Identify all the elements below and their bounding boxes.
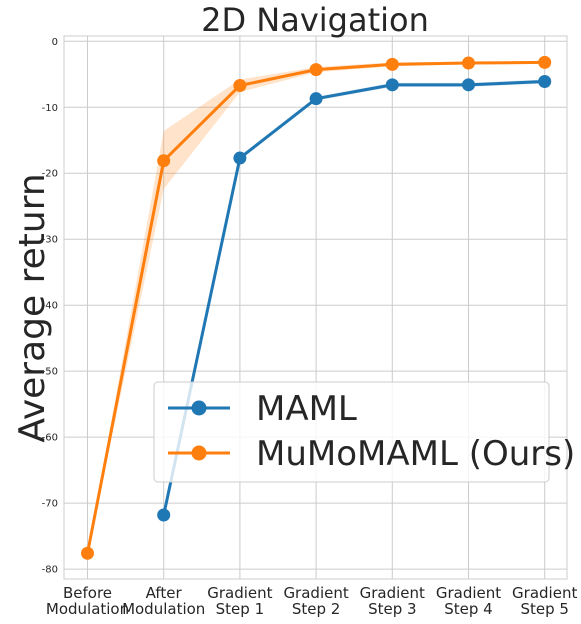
data-point: [233, 151, 247, 165]
y-tick-label: -70: [42, 499, 58, 510]
x-tick-label: Step 4: [444, 600, 492, 618]
plot-area: [63, 35, 568, 580]
y-tick-label: -80: [42, 565, 58, 576]
x-tick-label: After: [146, 584, 183, 602]
y-axis-label: Average return: [12, 173, 53, 442]
x-tick-label: Gradient: [512, 584, 577, 602]
y-tick-label: -10: [42, 103, 58, 114]
y-tick-labels: 0 -10 -20 -30 -40 -50 -60 -70 -80: [42, 37, 58, 576]
x-tick-label: Step 2: [292, 600, 340, 618]
y-tick-label: -60: [42, 433, 58, 444]
x-tick-label: Gradient: [283, 584, 348, 602]
y-tick-label: 0: [52, 37, 58, 48]
legend-marker: [191, 400, 207, 416]
x-gridlines: [87, 36, 546, 579]
x-tick-label: Gradient: [360, 584, 425, 602]
legend-marker: [191, 445, 207, 461]
x-tick-label: Gradient: [436, 584, 501, 602]
data-point: [309, 92, 323, 106]
x-tick-labels: BeforeModulationAfterModulationGradientS…: [46, 584, 578, 618]
y-tick-label: -30: [42, 235, 58, 246]
data-point: [385, 57, 399, 71]
legend-label: MAML: [256, 389, 357, 429]
y-tick-label: -20: [42, 169, 58, 180]
y-tick-label: -50: [42, 367, 58, 378]
x-tick-label: Step 5: [520, 600, 568, 618]
x-tick-label: Modulation: [122, 600, 205, 618]
data-point: [385, 78, 399, 92]
series-points: [81, 55, 552, 560]
x-tick-label: Before: [63, 584, 112, 602]
legend-label: MuMoMAML (Ours): [256, 434, 575, 474]
legend-box: [153, 381, 550, 483]
x-tick-label: Step 1: [216, 600, 264, 618]
data-point: [157, 154, 171, 168]
data-point: [538, 75, 552, 89]
y-tick-label: -40: [42, 301, 58, 312]
legend: MAML MuMoMAML (Ours): [153, 381, 575, 483]
data-point: [157, 508, 171, 522]
data-point: [233, 78, 247, 92]
x-tick-label: Step 3: [368, 600, 416, 618]
data-point: [81, 546, 94, 560]
x-tick-label: Modulation: [46, 600, 129, 618]
data-point: [309, 63, 323, 77]
data-point: [538, 55, 552, 69]
chart-title: 2D Navigation: [201, 1, 429, 39]
data-point: [462, 78, 475, 92]
data-point: [462, 56, 475, 70]
series-line: [162, 80, 545, 516]
x-tick-label: Gradient: [207, 584, 272, 602]
